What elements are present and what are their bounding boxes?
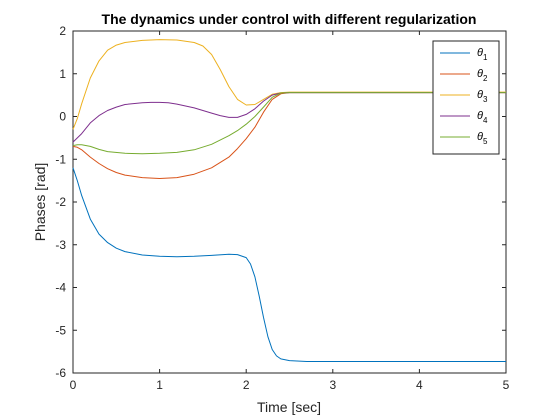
legend-entry-2: θ2 [477, 68, 488, 83]
y-axis-label: Phases [rad] [32, 163, 48, 242]
y-tick-label: -5 [55, 323, 66, 337]
legend-entry-1: θ1 [477, 47, 488, 62]
legend-entry-4: θ4 [477, 110, 488, 125]
series-line-2 [72, 92, 506, 179]
y-tick-label: -2 [55, 195, 66, 209]
y-tick-label: -3 [55, 238, 66, 252]
series-line-3 [72, 39, 506, 130]
x-tick-label: 2 [243, 378, 250, 392]
x-tick-label: 3 [329, 378, 336, 392]
legend: θ1 θ2 θ3 θ4 θ5 [432, 40, 500, 155]
y-tick-label: -1 [55, 152, 66, 166]
axis-ticks: 0 1 2 3 4 5 -6 -5 -4 -3 -2 -1 0 1 2 [55, 24, 509, 392]
x-tick-label: 5 [503, 378, 510, 392]
series-line-5 [72, 92, 506, 155]
y-tick-label: -4 [55, 281, 66, 295]
series-lines [72, 39, 506, 362]
y-tick-label: -6 [55, 366, 66, 380]
series-line-4 [72, 92, 506, 143]
y-tick-label: 0 [59, 110, 66, 124]
legend-entry-3: θ3 [477, 89, 488, 104]
x-axis-label: Time [sec] [257, 399, 321, 415]
legend-box [432, 40, 500, 155]
x-tick-label: 0 [70, 378, 77, 392]
x-tick-label: 4 [416, 378, 423, 392]
chart-title: The dynamics under control with differen… [102, 11, 477, 27]
y-tick-label: 1 [59, 67, 66, 81]
legend-entry-5: θ5 [477, 131, 488, 146]
x-tick-label: 1 [156, 378, 163, 392]
y-tick-label: 2 [59, 24, 66, 38]
series-line-1 [72, 167, 506, 362]
